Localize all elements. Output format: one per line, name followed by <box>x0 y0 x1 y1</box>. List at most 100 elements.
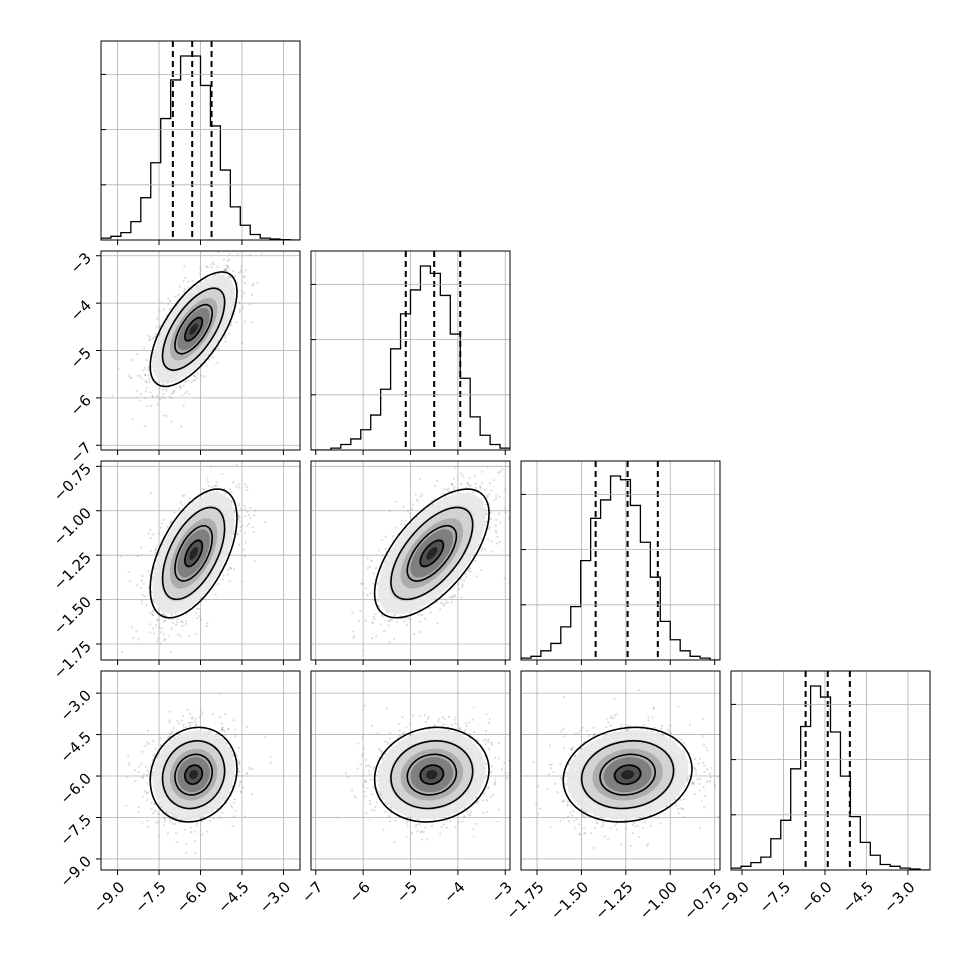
sample-point <box>352 630 355 633</box>
sample-point <box>164 817 167 820</box>
sample-point <box>145 799 149 802</box>
sample-point <box>228 488 232 491</box>
sample-point <box>130 626 134 629</box>
sample-point <box>142 369 145 372</box>
sample-point <box>142 582 145 585</box>
sample-point <box>232 753 235 756</box>
sample-point <box>131 358 134 362</box>
sample-point <box>238 520 241 523</box>
sample-point <box>236 282 239 285</box>
sample-point <box>419 495 422 498</box>
sample-point <box>180 425 183 428</box>
sample-point <box>246 510 249 513</box>
sample-point <box>384 547 387 550</box>
sample-point <box>140 377 144 380</box>
sample-point <box>241 580 244 583</box>
sample-point <box>215 481 218 484</box>
sample-point <box>206 477 209 480</box>
sample-point <box>360 582 363 585</box>
sample-point <box>194 852 197 855</box>
sample-point <box>237 514 241 518</box>
sample-point <box>144 366 147 369</box>
sample-point <box>238 760 241 763</box>
sample-point <box>154 552 157 555</box>
sample-point <box>249 517 252 520</box>
sample-point <box>243 532 246 535</box>
sample-point <box>188 724 192 728</box>
sample-point <box>381 615 384 618</box>
sample-point <box>140 762 143 765</box>
sample-point <box>369 592 372 595</box>
sample-point <box>389 618 393 621</box>
sample-point <box>447 490 450 493</box>
sample-point <box>189 830 193 834</box>
sample-point <box>243 504 246 507</box>
sample-point <box>152 601 156 604</box>
sample-point <box>469 570 472 573</box>
sample-point <box>489 510 492 513</box>
sample-point <box>498 453 500 455</box>
sample-point <box>183 494 186 497</box>
sample-point <box>190 721 193 724</box>
sample-point <box>492 479 495 482</box>
sample-point <box>227 727 230 730</box>
sample-point <box>232 568 236 571</box>
sample-point <box>375 635 378 638</box>
sample-point <box>481 546 484 550</box>
sample-point <box>387 619 390 623</box>
sample-point <box>249 253 252 256</box>
sample-point <box>207 358 211 361</box>
panel-content <box>521 461 720 660</box>
sample-point <box>231 825 234 828</box>
sample-point <box>154 548 157 551</box>
sample-point <box>149 391 152 394</box>
sample-point <box>198 615 202 618</box>
sample-point <box>364 587 368 590</box>
sample-point <box>237 483 241 486</box>
sample-point <box>220 728 224 731</box>
sample-point <box>239 790 242 793</box>
sample-point <box>129 376 132 380</box>
sample-point <box>499 521 502 524</box>
sample-point <box>140 553 143 556</box>
contour-line-2 <box>161 287 226 371</box>
sample-point <box>184 380 188 383</box>
sample-point <box>251 526 254 529</box>
sample-point <box>143 347 146 350</box>
sample-point <box>177 293 180 296</box>
sample-point <box>238 770 241 773</box>
sample-point <box>390 619 393 622</box>
sample-point <box>247 522 251 525</box>
sample-point <box>240 507 243 511</box>
sample-point <box>145 773 149 776</box>
sample-point <box>130 376 133 379</box>
sample-point <box>152 812 155 815</box>
sample-point <box>416 498 419 501</box>
sample-point <box>156 618 159 621</box>
sample-point <box>184 392 187 395</box>
sample-point <box>403 619 406 623</box>
sample-point <box>199 269 202 272</box>
sample-point <box>473 474 477 477</box>
sample-point <box>183 277 186 280</box>
sample-point <box>395 620 398 624</box>
sample-point <box>225 264 228 267</box>
density-level-5 <box>189 323 198 335</box>
sample-point <box>243 320 247 323</box>
sample-point <box>238 486 241 489</box>
sample-point <box>160 522 164 525</box>
sample-point <box>179 385 182 388</box>
panel-2-2 <box>520 460 721 665</box>
sample-point <box>224 334 227 337</box>
sample-point <box>503 577 506 580</box>
sample-point <box>162 308 165 311</box>
sample-point <box>235 485 238 488</box>
sample-point <box>187 286 190 289</box>
sample-point <box>200 618 203 621</box>
sample-point <box>238 310 241 314</box>
sample-point <box>440 601 443 604</box>
sample-point <box>364 619 367 622</box>
sample-point <box>196 616 199 620</box>
sample-point <box>215 484 218 487</box>
sample-point <box>168 299 172 302</box>
